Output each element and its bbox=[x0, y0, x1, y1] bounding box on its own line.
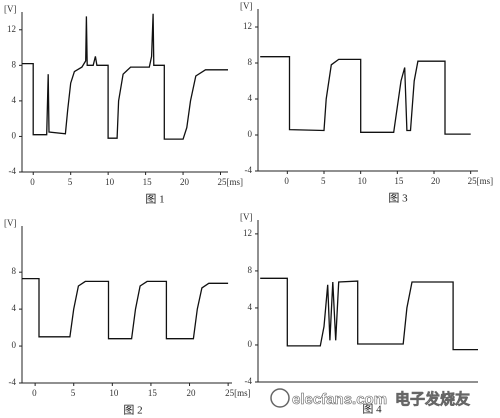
y-axis-label: [V] bbox=[240, 1, 253, 11]
waveform bbox=[260, 56, 471, 135]
y-tick-label: 12 bbox=[243, 21, 252, 31]
y-tick-label: 8 bbox=[12, 59, 17, 69]
x-tick-label: 5 bbox=[71, 388, 76, 398]
x-tick-label: 20 bbox=[431, 176, 441, 186]
x-tick-label: 10 bbox=[109, 388, 119, 398]
y-tick-label: 8 bbox=[248, 265, 253, 275]
x-tick-label: 20 bbox=[187, 388, 197, 398]
y-tick-label: -4 bbox=[9, 166, 17, 176]
y-tick-label: -4 bbox=[245, 165, 253, 175]
y-tick-label: -4 bbox=[9, 377, 17, 387]
x-tick-label: 15 bbox=[148, 388, 158, 398]
caption: 图 1 bbox=[145, 193, 164, 206]
y-tick-label: 8 bbox=[12, 266, 17, 276]
y-tick-label: -4 bbox=[245, 376, 253, 386]
x-tick-label: 15 bbox=[143, 177, 153, 187]
x-tick-label: 10 bbox=[358, 176, 368, 186]
y-axis-label: [V] bbox=[240, 212, 253, 222]
waveform bbox=[22, 13, 228, 140]
caption: 图 3 bbox=[388, 192, 408, 205]
y-tick-label: 12 bbox=[7, 24, 16, 34]
x-tick-label: 25[ms] bbox=[218, 177, 244, 187]
y-tick-label: 4 bbox=[248, 302, 253, 312]
y-tick-label: 4 bbox=[12, 95, 17, 105]
x-tick-label: 10 bbox=[105, 177, 115, 187]
waveform bbox=[260, 277, 478, 351]
watermark-logo bbox=[270, 388, 290, 408]
y-tick-label: 0 bbox=[248, 339, 253, 349]
x-tick-label: 5 bbox=[68, 177, 73, 187]
x-tick-label: 15 bbox=[394, 176, 404, 186]
x-tick-label: 5 bbox=[321, 176, 326, 186]
watermark-site: elecfans.com bbox=[292, 391, 387, 408]
caption: 图 4 bbox=[362, 403, 382, 416]
y-tick-label: 12 bbox=[243, 228, 252, 238]
watermark: elecfans.com 电子发烧友 bbox=[270, 388, 470, 408]
y-tick-label: 0 bbox=[12, 340, 17, 350]
waveform bbox=[22, 277, 229, 340]
x-tick-label: 25[ms] bbox=[468, 176, 494, 186]
y-tick-label: 8 bbox=[248, 57, 253, 67]
x-tick-label: 0 bbox=[32, 388, 37, 398]
y-tick-label: 0 bbox=[12, 131, 17, 141]
y-axis-label: [V] bbox=[4, 4, 17, 14]
x-tick-label: 0 bbox=[284, 176, 289, 186]
y-axis-label: [V] bbox=[4, 218, 17, 228]
y-tick-label: 4 bbox=[248, 93, 253, 103]
x-tick-label: 0 bbox=[30, 177, 35, 187]
caption: 图 2 bbox=[123, 404, 142, 417]
x-tick-label: 25[ms] bbox=[225, 388, 251, 398]
y-tick-label: 0 bbox=[248, 129, 253, 139]
x-tick-label: 20 bbox=[180, 177, 190, 187]
y-tick-label: 4 bbox=[12, 303, 17, 313]
watermark-brand: 电子发烧友 bbox=[395, 390, 470, 408]
